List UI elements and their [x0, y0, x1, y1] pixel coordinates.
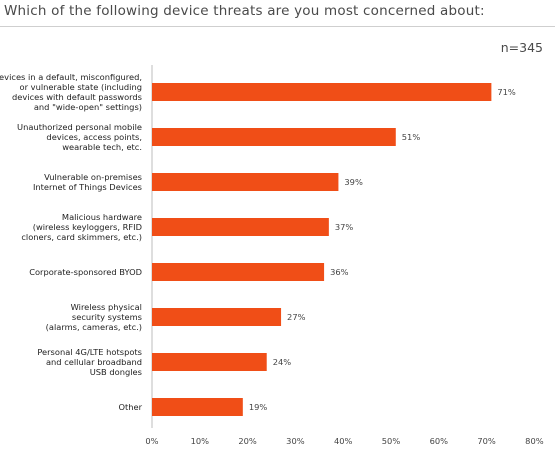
category-label: Unauthorized personal mobile devices, acc… [17, 122, 142, 152]
bar-value-label: 36% [330, 267, 349, 277]
bar-value-label: 24% [273, 357, 292, 367]
category-label: Devices in a default, misconfigured, or v… [0, 72, 142, 112]
chart-title: Which of the following device threats ar… [4, 3, 485, 19]
bar [152, 308, 282, 326]
title-divider [0, 26, 555, 27]
bar [152, 353, 267, 371]
category-label: Vulnerable on-premises Internet of Things… [33, 172, 142, 192]
x-tick-label: 40% [334, 436, 353, 446]
bar [152, 263, 325, 281]
bar-value-label: 39% [344, 177, 363, 187]
bar-value-label: 19% [249, 402, 268, 412]
x-tick-label: 30% [286, 436, 305, 446]
bar [152, 83, 492, 101]
x-tick-label: 10% [191, 436, 210, 446]
bar-value-label: 71% [497, 87, 516, 97]
x-tick-label: 50% [382, 436, 401, 446]
x-tick-label: 0% [145, 436, 158, 446]
x-tick-label: 80% [525, 436, 544, 446]
bar-value-label: 51% [402, 132, 421, 142]
bar [152, 173, 339, 191]
x-tick-label: 20% [238, 436, 257, 446]
bar [152, 398, 243, 416]
x-tick-label: 60% [430, 436, 449, 446]
x-tick-label: 70% [477, 436, 496, 446]
bar-value-label: 27% [287, 312, 306, 322]
bar [152, 128, 396, 146]
sample-size-label: n=345 [500, 40, 543, 55]
category-label: Other [118, 402, 142, 412]
category-label: Wireless physical security systems (alarms… [46, 302, 142, 332]
category-label: Personal 4G/LTE hotspots and cellular bro… [37, 347, 142, 377]
bar-value-label: 37% [335, 222, 354, 232]
category-label: Malicious hardware (wireless keyloggers, … [21, 212, 142, 242]
bar [152, 218, 329, 236]
category-label: Corporate-sponsored BYOD [29, 267, 142, 277]
